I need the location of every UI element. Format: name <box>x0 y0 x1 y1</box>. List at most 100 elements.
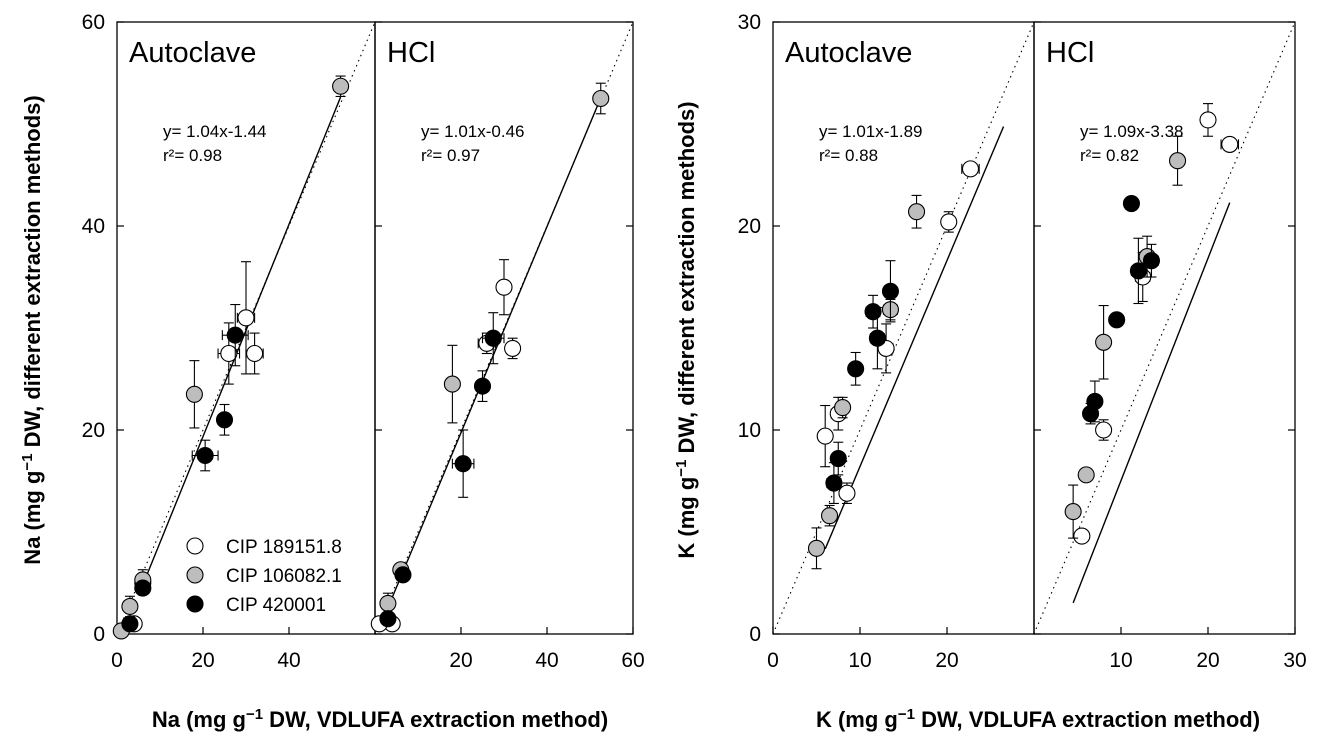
x-tick-label: 20 <box>449 649 472 672</box>
x-tick-label: 10 <box>848 649 871 672</box>
point-marker <box>1073 527 1091 545</box>
legend-item: CIP 106082.1 <box>186 566 342 587</box>
regression-equation: y= 1.01x-0.46 <box>421 122 525 141</box>
x-tick-label: 60 <box>621 649 644 672</box>
data-point <box>881 260 900 323</box>
point-marker <box>829 450 847 468</box>
legend-item: CIP 189151.8 <box>186 537 342 558</box>
identity-line <box>375 22 633 634</box>
regression-line <box>378 97 602 629</box>
regression-line <box>137 96 342 596</box>
panel-title: Autoclave <box>129 37 256 69</box>
x-tick-label: 40 <box>535 649 558 672</box>
point-marker <box>1129 262 1147 280</box>
point-marker <box>1077 466 1095 484</box>
panels-layer: 0 20 40 60 0 20 40 Autoclave y= 1.04x-1.44 r²= 0.… <box>82 11 1307 672</box>
data-point <box>864 294 882 329</box>
data-point <box>847 351 865 386</box>
plot-frame <box>374 21 634 635</box>
point-marker <box>246 344 264 363</box>
k-x-axis-title: K (mg g−1 DW, VDLUFA extraction method) <box>816 706 1260 732</box>
data-point <box>245 332 264 375</box>
x-tick-label: 10 <box>1109 649 1132 672</box>
legend-marker <box>186 537 204 555</box>
point-marker <box>847 360 865 378</box>
point-marker <box>473 377 492 395</box>
point-marker <box>838 484 856 502</box>
r-squared: r²= 0.88 <box>819 146 878 165</box>
data-point <box>332 75 350 98</box>
na-y-axis-title: Na (mg g−1 DW, different extraction meth… <box>19 95 45 564</box>
x-tick-label: 0 <box>111 649 123 672</box>
point-marker <box>1221 135 1239 153</box>
point-marker <box>220 344 238 363</box>
series-cip-420001 <box>379 312 505 628</box>
data-point <box>907 194 926 229</box>
point-marker <box>332 77 350 95</box>
data-point <box>443 344 461 424</box>
data-point <box>121 615 139 633</box>
data-point <box>807 527 826 570</box>
point-marker <box>196 446 214 465</box>
data-point <box>1142 243 1160 278</box>
x-tick-label: 0 <box>767 649 779 672</box>
point-marker <box>940 213 958 231</box>
r-squared: r²= 0.98 <box>163 146 222 165</box>
series-cip-106082-1 <box>807 194 926 570</box>
regression-equation: y= 1.09x-3.38 <box>1080 122 1184 141</box>
data-point <box>1129 237 1147 305</box>
na-x-axis-title: Na (mg g−1 DW, VDLUFA extraction method) <box>152 706 608 732</box>
point-marker <box>484 329 502 347</box>
y-tick-label: 20 <box>82 419 105 442</box>
regression-line <box>1072 202 1231 604</box>
point-marker <box>1142 252 1160 270</box>
data-point <box>121 595 139 618</box>
point-marker <box>961 160 980 178</box>
data-point <box>1064 484 1082 539</box>
identity-line <box>1034 22 1295 634</box>
data-point <box>1169 135 1187 186</box>
point-marker <box>868 329 886 347</box>
point-marker <box>816 427 834 445</box>
y-tick-label: 30 <box>738 11 761 34</box>
x-tick-label: 30 <box>1283 649 1306 672</box>
regression-line <box>824 126 1005 550</box>
point-marker <box>592 89 610 108</box>
point-marker <box>825 474 843 492</box>
y-tick-label: 20 <box>738 215 761 238</box>
data-point <box>1095 305 1113 380</box>
data-point <box>868 307 886 370</box>
data-point <box>816 404 834 468</box>
data-point <box>940 211 958 233</box>
data-point <box>473 370 492 402</box>
data-point <box>1220 135 1239 153</box>
series-cip-420001 <box>121 303 249 633</box>
point-marker <box>226 326 244 344</box>
point-marker <box>807 539 826 557</box>
data-point <box>215 403 234 436</box>
data-point <box>185 360 203 429</box>
data-point <box>1108 311 1126 329</box>
panel-title: HCl <box>387 37 435 69</box>
series-cip-189151-8 <box>370 259 522 633</box>
point-marker <box>454 455 472 473</box>
legend-item: CIP 420001 <box>186 595 326 616</box>
y-tick-label: 40 <box>82 215 105 238</box>
point-marker <box>1108 311 1126 329</box>
point-marker <box>379 594 397 612</box>
point-marker <box>394 566 412 584</box>
data-point <box>1082 402 1100 425</box>
data-point <box>134 579 152 597</box>
regression-equation: y= 1.01x-1.89 <box>819 122 923 141</box>
data-point <box>481 312 505 365</box>
regression-equation: y= 1.04x-1.44 <box>163 122 267 141</box>
point-marker <box>1199 111 1217 129</box>
data-point <box>1122 195 1140 213</box>
y-tick-label: 0 <box>93 623 105 646</box>
data-point <box>1073 527 1091 545</box>
data-point <box>495 259 513 316</box>
legend-label: CIP 420001 <box>226 595 326 616</box>
point-marker <box>121 597 139 616</box>
point-marker <box>237 309 255 327</box>
y-tick-label: 0 <box>749 623 761 646</box>
